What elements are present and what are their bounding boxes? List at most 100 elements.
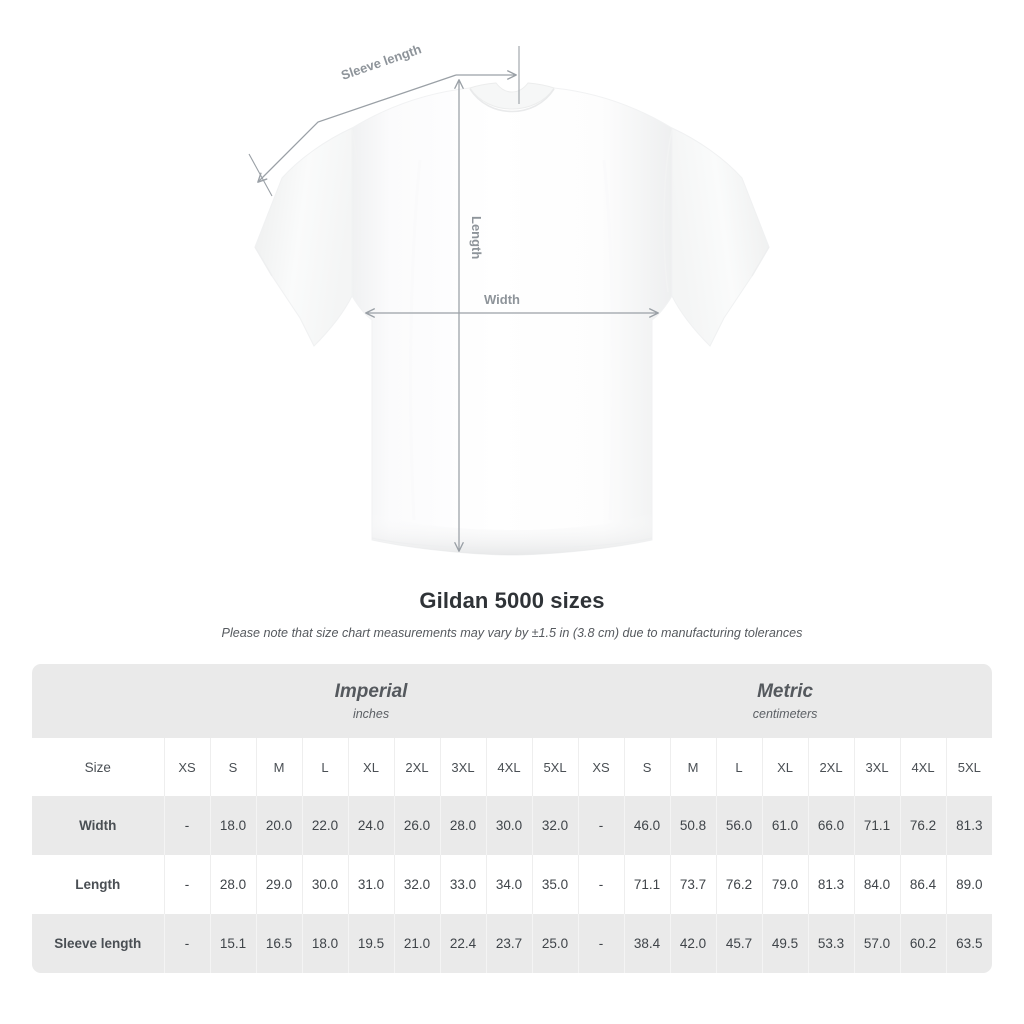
- cell-length-metric-l: 76.2: [715, 855, 763, 914]
- cell-width-imperial-xl: 24.0: [347, 796, 394, 855]
- sleeve-length-arrow-diagonal: [257, 74, 457, 183]
- cell-sleeve-imperial-s: 15.1: [209, 914, 256, 973]
- cell-width-metric-5xl: 81.3: [945, 796, 993, 855]
- size-header-imperial-m: M: [255, 738, 302, 796]
- width-label: Width: [484, 292, 520, 307]
- title-block: Gildan 5000 sizes Please note that size …: [0, 587, 1024, 641]
- size-header-metric-2xl: 2XL: [807, 738, 855, 796]
- cell-width-metric-3xl: 71.1: [853, 796, 901, 855]
- size-header-imperial-4xl: 4XL: [485, 738, 532, 796]
- sleeve-hem-tick: [248, 153, 273, 197]
- cell-length-metric-m: 73.7: [669, 855, 717, 914]
- cell-length-imperial-xs: -: [163, 855, 210, 914]
- cell-sleeve-metric-4xl: 60.2: [899, 914, 947, 973]
- length-label: Length: [469, 216, 484, 259]
- size-header-row: Size XS S M L XL 2XL 3XL 4XL 5XL XS S M …: [32, 738, 993, 796]
- cell-length-metric-s: 71.1: [623, 855, 671, 914]
- cell-sleeve-imperial-5xl: 25.0: [531, 914, 579, 973]
- cell-width-imperial-m: 20.0: [255, 796, 302, 855]
- sleeve-length-label: Sleeve length: [339, 41, 423, 82]
- unit-sub-metric: centimeters: [752, 707, 818, 721]
- size-header-metric-m: M: [669, 738, 717, 796]
- cell-length-metric-3xl: 84.0: [853, 855, 901, 914]
- cell-sleeve-metric-3xl: 57.0: [853, 914, 901, 973]
- cell-width-metric-l: 56.0: [715, 796, 763, 855]
- table-row-length: Length - 28.0 29.0 30.0 31.0 32.0 33.0 3…: [32, 855, 993, 914]
- size-header-imperial-xs: XS: [163, 738, 210, 796]
- cell-length-metric-xs: -: [577, 855, 625, 914]
- cell-width-imperial-2xl: 26.0: [393, 796, 440, 855]
- cell-width-imperial-l: 22.0: [301, 796, 348, 855]
- cell-width-imperial-3xl: 28.0: [439, 796, 486, 855]
- size-header-imperial-2xl: 2XL: [393, 738, 440, 796]
- cell-length-imperial-3xl: 33.0: [439, 855, 486, 914]
- cell-sleeve-metric-l: 45.7: [715, 914, 763, 973]
- unit-banner-imperial: Imperial inches: [164, 664, 579, 738]
- size-chart-table: Imperial inches Metric centimeters Size …: [32, 664, 993, 973]
- tshirt-measurement-diagram: Sleeve length Length Width: [248, 41, 770, 556]
- cell-sleeve-imperial-xl: 19.5: [347, 914, 394, 973]
- unit-banner-spacer: [32, 664, 164, 738]
- cell-width-metric-4xl: 76.2: [899, 796, 947, 855]
- cell-sleeve-imperial-m: 16.5: [255, 914, 302, 973]
- size-header-imperial-s: S: [209, 738, 256, 796]
- cell-length-imperial-2xl: 32.0: [393, 855, 440, 914]
- unit-sub-imperial: inches: [352, 707, 390, 721]
- cell-sleeve-metric-xl: 49.5: [761, 914, 809, 973]
- size-header-imperial-xl: XL: [347, 738, 394, 796]
- cell-length-imperial-4xl: 34.0: [485, 855, 532, 914]
- size-chart-container: Imperial inches Metric centimeters Size …: [32, 664, 993, 973]
- cell-length-imperial-l: 30.0: [301, 855, 348, 914]
- tshirt-graphic: [254, 82, 770, 556]
- cell-length-metric-4xl: 86.4: [899, 855, 947, 914]
- column-header-size: Size: [32, 738, 164, 796]
- cell-sleeve-metric-5xl: 63.5: [945, 914, 993, 973]
- cell-width-imperial-xs: -: [163, 796, 210, 855]
- cell-length-metric-5xl: 89.0: [945, 855, 993, 914]
- unit-name-imperial: Imperial: [334, 681, 408, 702]
- cell-sleeve-imperial-xs: -: [163, 914, 210, 973]
- size-header-metric-s: S: [623, 738, 671, 796]
- size-header-imperial-l: L: [301, 738, 348, 796]
- cell-width-imperial-s: 18.0: [209, 796, 256, 855]
- cell-width-metric-xs: -: [577, 796, 625, 855]
- table-row-sleeve-length: Sleeve length - 15.1 16.5 18.0 19.5 21.0…: [32, 914, 993, 973]
- cell-sleeve-metric-m: 42.0: [669, 914, 717, 973]
- cell-sleeve-imperial-2xl: 21.0: [393, 914, 440, 973]
- size-header-imperial-3xl: 3XL: [439, 738, 486, 796]
- cell-width-metric-s: 46.0: [623, 796, 671, 855]
- cell-width-metric-m: 50.8: [669, 796, 717, 855]
- cell-sleeve-imperial-3xl: 22.4: [439, 914, 486, 973]
- cell-sleeve-imperial-l: 18.0: [301, 914, 348, 973]
- row-label-width: Width: [32, 796, 164, 855]
- row-label-sleeve-length: Sleeve length: [32, 914, 164, 973]
- cell-length-metric-xl: 79.0: [761, 855, 809, 914]
- unit-banner-metric: Metric centimeters: [578, 664, 993, 738]
- measurement-arrows: [248, 46, 659, 552]
- cell-length-imperial-m: 29.0: [255, 855, 302, 914]
- table-row-width: Width - 18.0 20.0 22.0 24.0 26.0 28.0 30…: [32, 796, 993, 855]
- cell-width-imperial-4xl: 30.0: [485, 796, 532, 855]
- cell-length-imperial-s: 28.0: [209, 855, 256, 914]
- unit-name-metric: Metric: [757, 681, 814, 702]
- cell-sleeve-metric-xs: -: [577, 914, 625, 973]
- cell-width-metric-2xl: 66.0: [807, 796, 855, 855]
- cell-sleeve-metric-2xl: 53.3: [807, 914, 855, 973]
- cell-length-metric-2xl: 81.3: [807, 855, 855, 914]
- size-header-metric-3xl: 3XL: [853, 738, 901, 796]
- size-header-metric-5xl: 5XL: [945, 738, 993, 796]
- size-header-metric-l: L: [715, 738, 763, 796]
- cell-length-imperial-xl: 31.0: [347, 855, 394, 914]
- cell-sleeve-metric-s: 38.4: [623, 914, 671, 973]
- tolerance-note: Please note that size chart measurements…: [221, 626, 803, 640]
- size-header-metric-4xl: 4XL: [899, 738, 947, 796]
- unit-banner-row: Imperial inches Metric centimeters: [32, 664, 993, 738]
- cell-sleeve-imperial-4xl: 23.7: [485, 914, 532, 973]
- size-header-metric-xl: XL: [761, 738, 809, 796]
- cell-width-imperial-5xl: 32.0: [531, 796, 579, 855]
- cell-width-metric-xl: 61.0: [761, 796, 809, 855]
- size-header-imperial-5xl: 5XL: [531, 738, 579, 796]
- page-title: Gildan 5000 sizes: [419, 588, 605, 613]
- row-label-length: Length: [32, 855, 164, 914]
- cell-length-imperial-5xl: 35.0: [531, 855, 579, 914]
